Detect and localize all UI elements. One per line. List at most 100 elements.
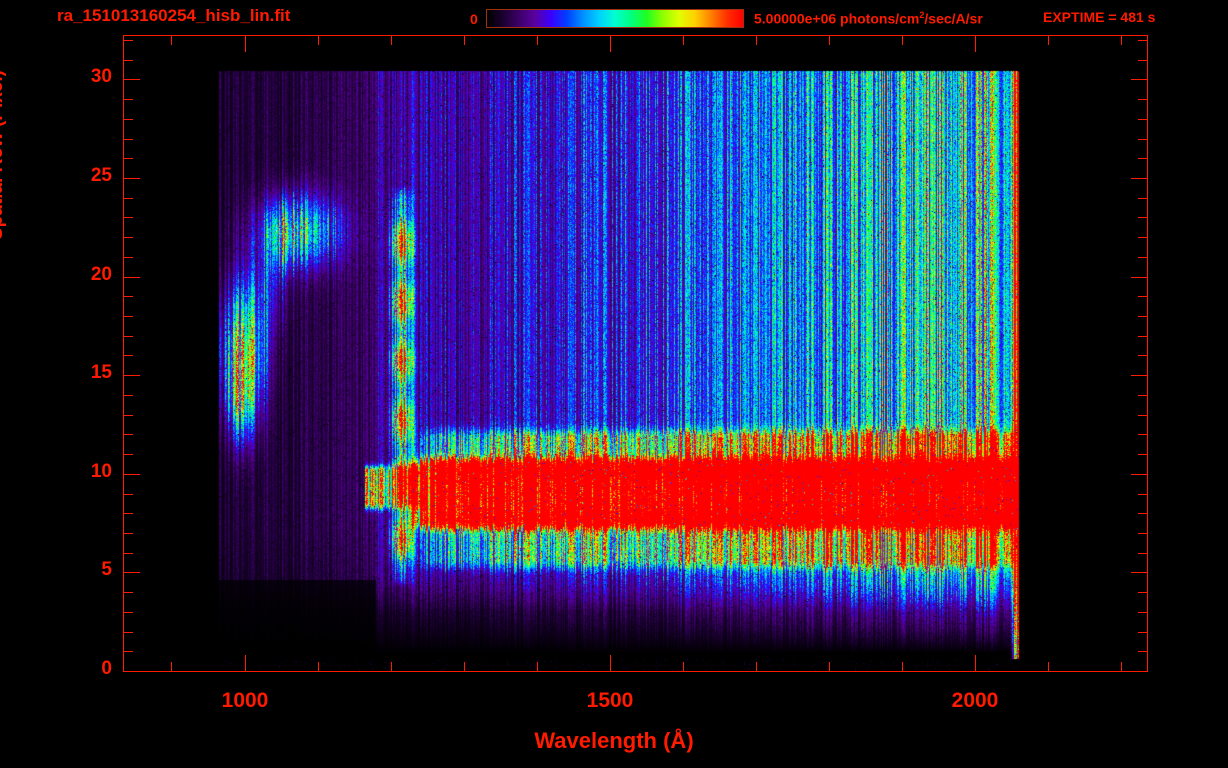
y-tick-right bbox=[1138, 119, 1147, 120]
y-tick-minor bbox=[124, 217, 133, 218]
colorbar-gradient bbox=[486, 9, 744, 28]
y-tick-right bbox=[1138, 296, 1147, 297]
y-tick-minor bbox=[124, 533, 133, 534]
x-tick-top bbox=[683, 36, 684, 45]
x-tick-minor bbox=[683, 662, 684, 671]
colorbar-max-value: 5.00000e+06 photons/cm bbox=[754, 10, 920, 27]
colorbar-max-label: 5.00000e+06 photons/cm2/sec/A/sr bbox=[754, 10, 983, 27]
x-tick-top bbox=[464, 36, 465, 45]
y-tick-label: 5 bbox=[101, 559, 112, 580]
plot-frame: 0 5 10 15 20 25 30 1000 1500 2000 bbox=[91, 35, 1148, 712]
y-tick-minor bbox=[124, 119, 133, 120]
y-tick-right bbox=[1131, 277, 1147, 278]
y-tick-right bbox=[1138, 198, 1147, 199]
x-tick-top bbox=[1121, 36, 1122, 45]
y-tick-minor bbox=[124, 553, 133, 554]
exposure-time-label: EXPTIME = 481 s bbox=[1043, 9, 1156, 25]
y-tick-major bbox=[124, 178, 140, 179]
y-tick-major bbox=[124, 375, 140, 376]
x-tick-top bbox=[902, 36, 903, 45]
x-tick-top bbox=[391, 36, 392, 45]
x-tick-major bbox=[610, 655, 611, 671]
y-tick-major bbox=[124, 572, 140, 573]
y-tick-right bbox=[1131, 474, 1147, 475]
y-tick-minor bbox=[124, 592, 133, 593]
y-tick-label: 0 bbox=[101, 658, 112, 679]
y-tick-minor bbox=[124, 316, 133, 317]
x-tick-top bbox=[829, 36, 830, 45]
y-tick-minor bbox=[124, 434, 133, 435]
y-tick-right bbox=[1131, 671, 1147, 672]
x-tick-minor bbox=[1048, 662, 1049, 671]
y-tick-right bbox=[1131, 178, 1147, 179]
y-tick-major bbox=[124, 277, 140, 278]
y-tick-right bbox=[1138, 533, 1147, 534]
y-tick-minor bbox=[124, 395, 133, 396]
x-tick-top bbox=[610, 36, 611, 52]
colorbar-max-exponent: 2 bbox=[919, 10, 925, 20]
x-tick-top bbox=[537, 36, 538, 45]
y-tick-minor bbox=[124, 60, 133, 61]
colorbar-max-tail: /sec/A/sr bbox=[924, 10, 983, 27]
y-tick-major bbox=[124, 474, 140, 475]
x-axis-title: Wavelength (Å) bbox=[534, 728, 694, 753]
y-tick-minor bbox=[124, 651, 133, 652]
x-tick-major bbox=[245, 655, 246, 671]
x-tick-minor bbox=[171, 662, 172, 671]
y-tick-minor bbox=[124, 158, 133, 159]
y-tick-minor bbox=[124, 139, 133, 140]
y-tick-minor bbox=[124, 415, 133, 416]
x-tick-top bbox=[171, 36, 172, 45]
y-tick-right bbox=[1138, 434, 1147, 435]
y-tick-right bbox=[1138, 99, 1147, 100]
y-tick-minor bbox=[124, 336, 133, 337]
y-tick-right bbox=[1138, 60, 1147, 61]
y-tick-minor bbox=[124, 198, 133, 199]
y-tick-right bbox=[1138, 612, 1147, 613]
y-tick-right bbox=[1138, 237, 1147, 238]
y-tick-right bbox=[1138, 139, 1147, 140]
y-tick-major bbox=[124, 79, 140, 80]
y-tick-right bbox=[1131, 79, 1147, 80]
y-tick-minor bbox=[124, 257, 133, 258]
y-tick-right bbox=[1138, 415, 1147, 416]
x-tick-major bbox=[975, 655, 976, 671]
y-tick-minor bbox=[124, 296, 133, 297]
x-tick-top bbox=[318, 36, 319, 45]
x-tick-top bbox=[245, 36, 246, 52]
y-tick-major bbox=[124, 671, 140, 672]
x-tick-top bbox=[756, 36, 757, 45]
y-tick-minor bbox=[124, 237, 133, 238]
y-tick-right bbox=[1138, 257, 1147, 258]
x-tick-minor bbox=[318, 662, 319, 671]
colorbar-min-label: 0 bbox=[470, 11, 478, 27]
y-tick-right bbox=[1138, 40, 1147, 41]
y-tick-label: 20 bbox=[90, 264, 112, 285]
y-axis-title: Spatial Row (Pixel) bbox=[0, 70, 7, 240]
y-tick-right bbox=[1138, 217, 1147, 218]
y-tick-right bbox=[1138, 513, 1147, 514]
y-tick-minor bbox=[124, 454, 133, 455]
y-tick-minor bbox=[124, 494, 133, 495]
y-tick-label: 10 bbox=[90, 461, 112, 482]
y-tick-minor bbox=[124, 513, 133, 514]
x-tick-label: 1000 bbox=[221, 689, 269, 712]
y-tick-right bbox=[1138, 494, 1147, 495]
x-tick-minor bbox=[902, 662, 903, 671]
y-tick-right bbox=[1138, 158, 1147, 159]
y-tick-right bbox=[1131, 375, 1147, 376]
page-title: ra_151013160254_hisb_lin.fit bbox=[57, 6, 291, 25]
y-tick-right bbox=[1138, 336, 1147, 337]
y-tick-right bbox=[1138, 395, 1147, 396]
y-tick-label: 30 bbox=[90, 66, 112, 87]
y-tick-minor bbox=[124, 632, 133, 633]
y-tick-minor bbox=[124, 612, 133, 613]
y-tick-minor bbox=[124, 355, 133, 356]
y-tick-label: 15 bbox=[90, 362, 112, 383]
y-tick-right bbox=[1138, 632, 1147, 633]
x-tick-minor bbox=[756, 662, 757, 671]
y-tick-right bbox=[1138, 454, 1147, 455]
colorbar: 0 5.00000e+06 photons/cm2/sec/A/sr bbox=[470, 5, 1030, 31]
x-tick-minor bbox=[391, 662, 392, 671]
